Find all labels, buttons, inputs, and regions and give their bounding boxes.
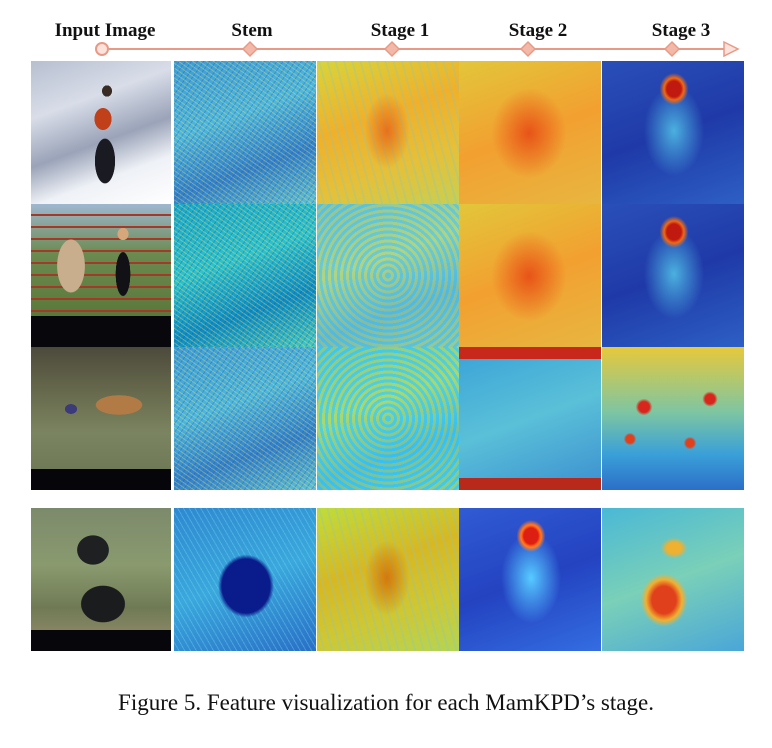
stage1-map-chimpanzee (317, 508, 459, 651)
stage1-map-skier (317, 61, 459, 204)
input-image-skier (31, 61, 171, 204)
stage3-map-chimpanzee (602, 508, 744, 651)
timeline-marker-stage1 (383, 40, 401, 58)
stem-map-skier (174, 61, 316, 204)
stage2-map-horse (459, 204, 601, 347)
input-image-chimpanzee (31, 508, 171, 651)
stage1-map-antelope (317, 347, 459, 490)
stem-map-chimpanzee (174, 508, 316, 651)
stage3-map-horse (602, 204, 744, 347)
input-image-antelope (31, 347, 171, 490)
stage2-map-chimpanzee (459, 508, 601, 651)
stage2-map-antelope (459, 347, 601, 490)
timeline-marker-stage2 (519, 40, 537, 58)
figure-caption: Figure 5. Feature visualization for each… (118, 690, 654, 715)
stem-map-horse (174, 204, 316, 347)
column-label-stem: Stem (231, 20, 273, 41)
figure-header: Input Image Stem Stage 1 Stage 2 Stage 3 (0, 0, 772, 60)
timeline-start-marker (95, 42, 109, 56)
column-label-stage-1: Stage 1 (370, 20, 430, 41)
stage-timeline (95, 40, 740, 58)
input-image-horse (31, 204, 171, 347)
column-label-stage-2: Stage 2 (508, 20, 568, 41)
column-label-stage-3: Stage 3 (651, 20, 711, 41)
stage3-map-antelope (602, 347, 744, 490)
stage1-map-horse (317, 204, 459, 347)
timeline-marker-stage3 (663, 40, 681, 58)
column-label-input-image: Input Image (54, 20, 156, 41)
stem-map-antelope (174, 347, 316, 490)
stage3-map-skier (602, 61, 744, 204)
timeline-marker-stem (241, 40, 259, 58)
timeline-arrow-head (723, 40, 740, 58)
stage2-map-skier (459, 61, 601, 204)
